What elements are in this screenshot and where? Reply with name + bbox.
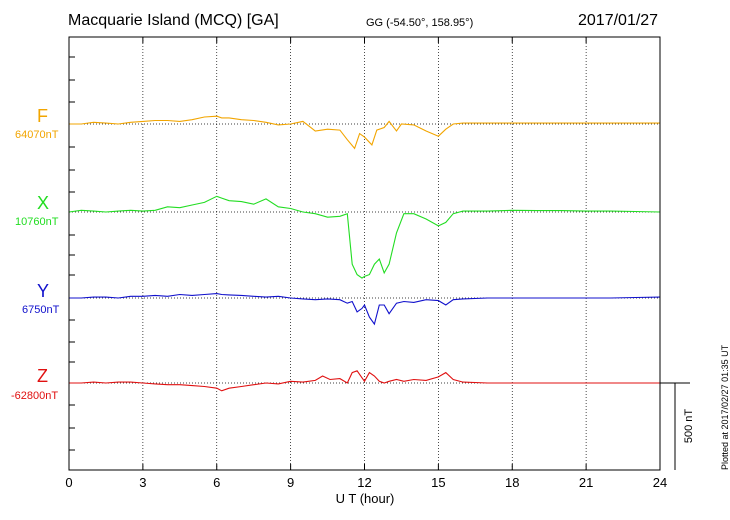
channel-name-y: Y xyxy=(37,281,50,301)
channel-baseline-z: -62800nT xyxy=(11,390,59,402)
trace-x xyxy=(68,195,661,279)
grid-lines xyxy=(142,37,587,470)
plot-date: 2017/01/27 xyxy=(578,12,659,29)
channel-name-f: F xyxy=(37,106,48,126)
channel-baseline-y: 6750nT xyxy=(22,304,60,316)
plotted-timestamp: Plotted at 2017/02/27 01:35 UT xyxy=(720,344,730,470)
trace-z xyxy=(69,370,660,392)
station-coordinates: GG (-54.50°, 158.95°) xyxy=(366,17,474,29)
x-axis-ticks: 0 3 6 9 12 15 18 21 24 xyxy=(65,37,667,490)
x-tick-label: 0 xyxy=(65,475,72,490)
channel-baseline-f: 64070nT xyxy=(15,129,59,141)
scale-bar: 500 nT xyxy=(660,382,695,470)
x-tick-label: 24 xyxy=(653,475,667,490)
x-tick-label: 21 xyxy=(579,475,593,490)
x-tick-label: 15 xyxy=(431,475,445,490)
x-axis-label: U T (hour) xyxy=(336,491,395,506)
x-tick-label: 3 xyxy=(139,475,146,490)
x-tick-label: 18 xyxy=(505,475,519,490)
scale-bar-label: 500 nT xyxy=(683,409,695,444)
x-tick-label: 9 xyxy=(287,475,294,490)
trace-f xyxy=(69,115,660,150)
channel-name-x: X xyxy=(37,193,50,213)
x-tick-label: 6 xyxy=(213,475,220,490)
channel-traces xyxy=(68,115,661,392)
channel-baseline-x: 10760nT xyxy=(15,216,59,228)
trace-y xyxy=(69,293,661,326)
channel-name-z: Z xyxy=(37,366,48,386)
station-title: Macquarie Island (MCQ) [GA] xyxy=(68,12,279,29)
x-tick-label: 12 xyxy=(357,475,371,490)
